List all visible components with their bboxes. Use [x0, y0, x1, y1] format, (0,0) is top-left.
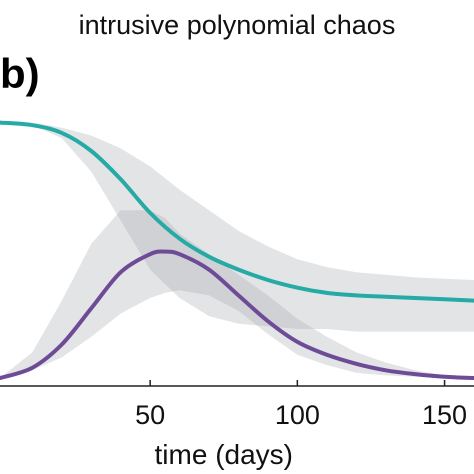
panel-label: b) [0, 50, 40, 97]
chart-title: intrusive polynomial chaos [78, 10, 396, 40]
x-tick-label: 150 [422, 400, 467, 430]
series-2-line [0, 249, 474, 380]
series-1-line [0, 120, 474, 303]
x-axis-label: time (days) [155, 439, 293, 470]
series-lines [0, 120, 474, 380]
x-ticks: 50 100 150 [135, 380, 467, 430]
x-tick-label: 50 [135, 400, 165, 430]
x-tick-label: 100 [275, 400, 320, 430]
uncertainty-bands [0, 122, 474, 378]
